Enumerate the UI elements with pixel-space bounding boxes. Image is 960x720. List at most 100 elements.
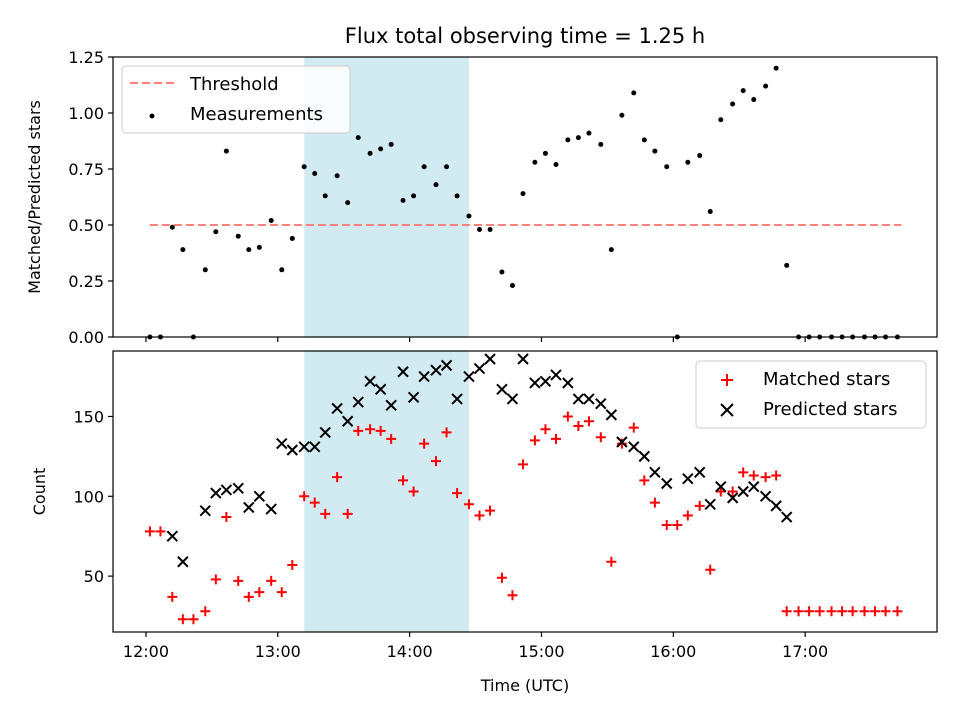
measurement-point bbox=[268, 218, 274, 224]
predicted-star-point bbox=[770, 500, 782, 512]
matched-star-point bbox=[540, 424, 551, 435]
predicted-star-point bbox=[352, 396, 364, 408]
predicted-star-point bbox=[199, 504, 211, 517]
predicted-star-point bbox=[517, 353, 529, 365]
matched-star-point bbox=[320, 508, 331, 519]
measurement-point bbox=[773, 65, 779, 71]
matched-star-point bbox=[200, 606, 211, 617]
predicted-star-point bbox=[704, 498, 716, 510]
matched-star-point bbox=[771, 470, 782, 481]
predicted-star-point bbox=[496, 383, 508, 396]
measurement-point bbox=[520, 191, 526, 197]
predicted-star-point bbox=[407, 391, 420, 404]
predicted-star-point bbox=[374, 383, 387, 396]
predicted-star-point bbox=[298, 441, 310, 453]
legend-box bbox=[695, 360, 927, 429]
predicted-star-point bbox=[748, 481, 760, 493]
matched-star-point bbox=[266, 575, 277, 586]
predicted-star-point bbox=[780, 511, 793, 523]
measurement-point bbox=[553, 162, 559, 168]
predicted-star-point bbox=[649, 466, 661, 479]
matched-star-point bbox=[452, 488, 463, 499]
y-tick-label: 150 bbox=[73, 407, 104, 426]
x-tick-label: 16:00 bbox=[650, 642, 696, 661]
measurement-point bbox=[652, 148, 658, 154]
measurement-point bbox=[400, 197, 406, 203]
series-matched-stars bbox=[144, 411, 903, 625]
matched-star-point bbox=[826, 606, 837, 617]
measurement-point bbox=[763, 83, 769, 89]
x-tick-label: 12:00 bbox=[123, 642, 169, 661]
measurement-point bbox=[784, 262, 790, 268]
matched-star-point bbox=[431, 456, 442, 467]
matched-star-point bbox=[309, 497, 320, 508]
measurement-point bbox=[487, 226, 493, 232]
legend-predicted-swatch bbox=[720, 403, 734, 417]
matched-star-point bbox=[847, 606, 858, 617]
matched-star-point bbox=[144, 526, 155, 537]
predicted-star-point bbox=[276, 437, 288, 450]
measurement-point bbox=[388, 141, 394, 147]
matched-star-point bbox=[583, 416, 594, 427]
legend-matched-swatch bbox=[721, 374, 733, 386]
measurement-point bbox=[509, 282, 515, 288]
matched-star-point bbox=[299, 491, 310, 502]
measurement-point bbox=[697, 153, 703, 159]
predicted-star-point bbox=[397, 366, 409, 378]
predicted-star-point bbox=[177, 556, 189, 568]
predicted-star-point bbox=[682, 473, 694, 485]
matched-star-point bbox=[507, 590, 518, 601]
measurement-point bbox=[169, 224, 175, 230]
legend-measurement-label: Measurements bbox=[190, 104, 323, 125]
predicted-star-point bbox=[341, 415, 354, 427]
matched-star-point bbox=[738, 467, 749, 478]
predicted-star-point bbox=[331, 402, 343, 415]
predicted-star-point bbox=[451, 393, 463, 405]
measurement-point bbox=[641, 137, 647, 143]
measurement-point bbox=[256, 244, 262, 250]
matched-star-point bbox=[221, 512, 232, 523]
matched-star-point bbox=[529, 435, 540, 446]
matched-star-point bbox=[880, 606, 891, 617]
x-axis-label: Time (UTC) bbox=[480, 676, 569, 695]
legend-predicted-label: Predicted stars bbox=[763, 399, 897, 420]
measurement-point bbox=[499, 269, 505, 275]
measurement-point bbox=[685, 159, 691, 165]
measurement-point bbox=[454, 193, 460, 199]
matched-star-point bbox=[167, 591, 178, 602]
measurement-point bbox=[598, 141, 604, 147]
matched-star-point bbox=[419, 438, 430, 449]
y-tick-label: 50 bbox=[84, 567, 104, 586]
matched-star-point bbox=[595, 432, 606, 443]
predicted-star-point bbox=[484, 353, 496, 365]
legend-box bbox=[121, 65, 351, 134]
measurement-point bbox=[345, 200, 351, 206]
measurement-point bbox=[301, 164, 307, 170]
matched-star-point bbox=[682, 510, 693, 521]
measurement-point bbox=[213, 229, 219, 235]
matched-star-point bbox=[342, 508, 353, 519]
legend: Threshold Measurements bbox=[121, 65, 351, 134]
predicted-star-point bbox=[529, 377, 541, 389]
predicted-star-point bbox=[661, 477, 673, 490]
predicted-star-point bbox=[265, 503, 277, 515]
measurement-point bbox=[180, 247, 186, 253]
measurement-point bbox=[608, 247, 614, 253]
measurement-point bbox=[565, 137, 571, 143]
predicted-star-point bbox=[737, 485, 749, 498]
measurement-point bbox=[421, 164, 427, 170]
matched-star-point bbox=[474, 510, 485, 521]
measurement-point bbox=[664, 164, 670, 170]
matched-star-point bbox=[616, 438, 627, 449]
measurement-point bbox=[367, 150, 373, 156]
measurement-point bbox=[707, 209, 713, 215]
matched-star-point bbox=[628, 422, 639, 433]
matched-star-point bbox=[606, 556, 617, 567]
measurement-point bbox=[631, 90, 637, 96]
legend-measurement-swatch bbox=[149, 113, 155, 119]
predicted-star-point bbox=[539, 375, 552, 388]
predicted-star-point bbox=[726, 492, 739, 504]
matched-star-point bbox=[332, 472, 343, 483]
matched-star-point bbox=[715, 486, 726, 497]
